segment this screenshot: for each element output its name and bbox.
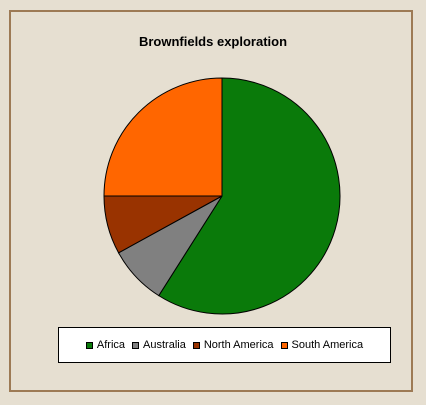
legend-label: Australia: [143, 339, 186, 351]
legend-swatch: [85, 341, 93, 349]
pie-slice-africa: [158, 77, 341, 315]
legend-label: South America: [291, 339, 364, 351]
legend-label: Africa: [96, 339, 126, 351]
legend-item: Australia: [132, 339, 186, 351]
legend-item: South America: [280, 339, 364, 351]
legend-label: North America: [203, 339, 274, 351]
legend-swatch: [280, 341, 288, 349]
chart-frame: Brownfields exploration Africa Australia N…: [9, 10, 413, 392]
chart-title: Brownfields exploration: [138, 34, 288, 49]
pie-chart: [103, 77, 341, 315]
legend-swatch: [132, 341, 140, 349]
pie-slice-south-america: [103, 77, 223, 197]
legend-swatch: [192, 341, 200, 349]
legend-item: Africa: [85, 339, 126, 351]
legend-item: North America: [192, 339, 274, 351]
chart-legend: Africa Australia North America South Americ…: [58, 327, 391, 363]
